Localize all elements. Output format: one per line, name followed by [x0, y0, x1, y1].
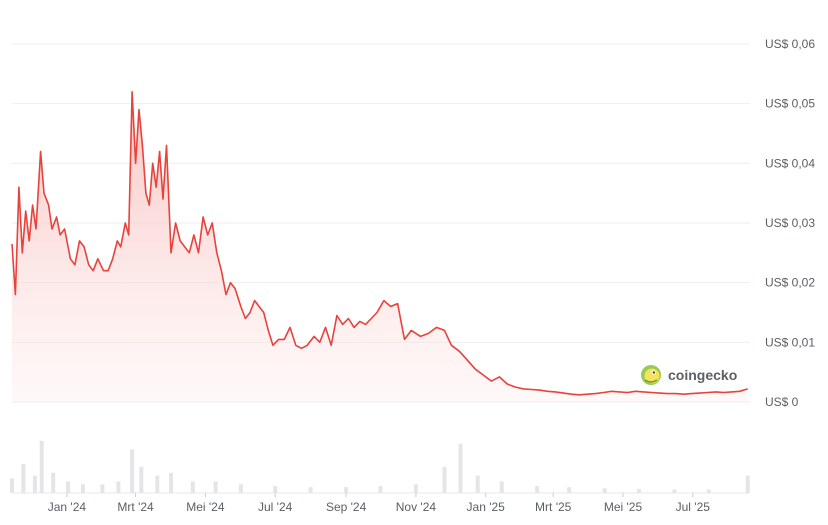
volume-bar [21, 464, 26, 493]
volume-bar [499, 481, 504, 493]
y-tick-label: US$ 0,05 [765, 97, 815, 111]
volume-bar [169, 472, 174, 493]
volume-bar [139, 466, 144, 493]
price-area [12, 91, 748, 402]
price-line [11, 90, 748, 396]
x-tick-label: Mei '24 [186, 500, 225, 514]
volume-bar [475, 475, 480, 493]
volume-bar [442, 466, 447, 493]
x-tick-label: Mei '25 [604, 500, 643, 514]
y-tick-label: US$ 0,02 [765, 276, 815, 290]
volume-bar [32, 475, 37, 493]
volume-bar [100, 484, 105, 493]
volume-bar [130, 449, 135, 493]
y-tick-label: US$ 0,03 [765, 216, 815, 230]
volume-bar [155, 475, 160, 493]
volume-bar [706, 489, 711, 493]
volume-bar [39, 440, 44, 493]
x-tick-label: Jan '24 [48, 500, 87, 514]
volume-bars [10, 440, 750, 493]
volume-bar [190, 481, 195, 493]
volume-bar [672, 489, 677, 493]
volume-bar [567, 487, 572, 493]
x-tick-label: Sep '24 [326, 500, 367, 514]
x-tick-label: Jan '25 [467, 500, 506, 514]
y-tick-label: US$ 0,01 [765, 335, 815, 349]
y-axis-ticks: US$ 0 US$ 0,01 US$ 0,02 US$ 0,03 US$ 0,04 US$… [765, 37, 815, 409]
volume-bar [273, 486, 278, 493]
volume-bar [308, 487, 313, 493]
volume-bar [51, 472, 56, 493]
volume-bar [458, 443, 463, 493]
x-tick-label: Nov '24 [396, 500, 437, 514]
volume-bar [344, 487, 349, 493]
volume-bar [238, 484, 243, 493]
x-tick-label: Mrt '24 [117, 500, 154, 514]
volume-bar [637, 488, 642, 493]
x-tick-label: Jul '24 [258, 500, 293, 514]
volume-bar [535, 486, 540, 493]
volume-bar [80, 484, 85, 493]
volume-bar [378, 486, 383, 493]
x-axis-ticks: Jan '24 Mrt '24 Mei '24 Jul '24 Sep '24 Nov '… [12, 492, 750, 514]
volume-bar [66, 481, 71, 493]
y-tick-label: US$ 0,04 [765, 156, 815, 170]
watermark-text: coingecko [668, 367, 737, 383]
x-tick-label: Mrt '25 [535, 500, 572, 514]
y-tick-label: US$ 0 [765, 395, 799, 409]
volume-bar [10, 478, 14, 493]
y-tick-label: US$ 0,06 [765, 37, 815, 51]
volume-bar [116, 481, 121, 493]
volume-bar [213, 481, 218, 493]
coingecko-watermark: coingecko [641, 365, 737, 385]
volume-bar [745, 475, 750, 493]
volume-bar [413, 484, 418, 493]
volume-bar [602, 488, 607, 493]
x-tick-label: Jul '25 [676, 500, 711, 514]
gecko-icon [641, 365, 661, 385]
